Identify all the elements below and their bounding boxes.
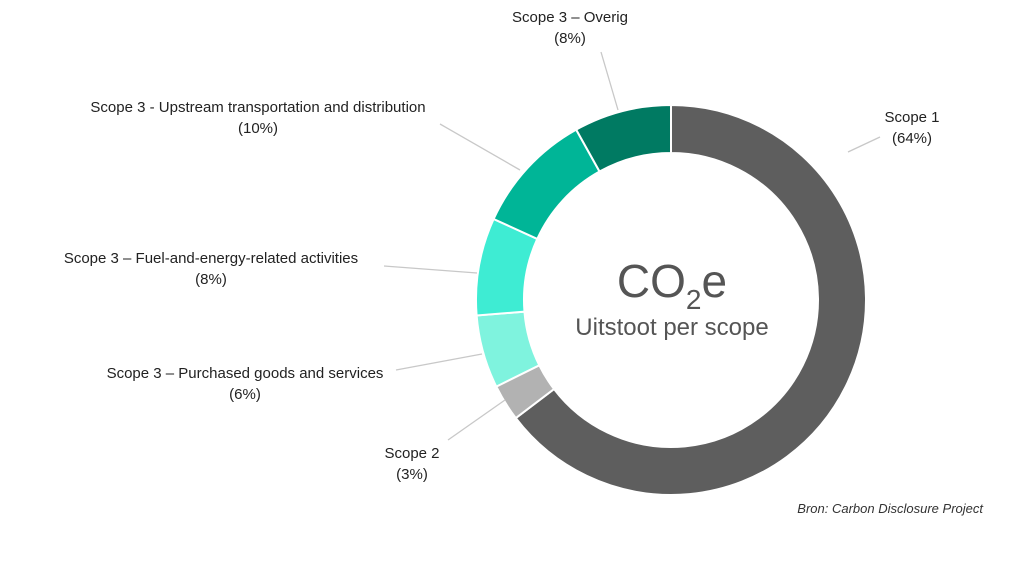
leader-line-scope-2	[447, 399, 506, 441]
slice-label-scope-2: Scope 2	[384, 445, 439, 462]
leader-line-scope-3-overig	[600, 51, 619, 111]
leader-line-scope-1	[847, 136, 881, 153]
slice-percent-scope-3-upstream-transportation-and-distribution: (10%)	[238, 120, 278, 137]
source-note: Bron: Carbon Disclosure Project	[797, 501, 984, 516]
center-title-subscript: 2	[686, 284, 702, 315]
leader-line-scope-3-upstream-transportation-and-distribution	[439, 123, 521, 171]
leader-line-scope-3-purchased-goods-and-services	[395, 353, 483, 371]
slice-label-scope-3-purchased-goods-and-services: Scope 3 – Purchased goods and services	[107, 365, 384, 382]
leader-lines	[383, 51, 881, 441]
slice-label-scope-1: Scope 1	[884, 109, 939, 126]
slice-scope-3-upstream-transportation-and-distribution	[492, 128, 601, 241]
slice-percent-scope-3-overig: (8%)	[554, 30, 586, 47]
slice-percent-scope-2: (3%)	[396, 466, 428, 483]
slice-label-scope-3-overig: Scope 3 – Overig	[512, 9, 628, 26]
slice-label-scope-3-fuel-and-energy-related-activities: Scope 3 – Fuel-and-energy-related activi…	[64, 250, 358, 267]
center-subtitle: Uitstoot per scope	[575, 314, 768, 341]
slice-percent-scope-3-purchased-goods-and-services: (6%)	[229, 386, 261, 403]
leader-line-scope-3-fuel-and-energy-related-activities	[383, 265, 478, 274]
slice-percent-scope-3-fuel-and-energy-related-activities: (8%)	[195, 271, 227, 288]
slice-label-scope-3-upstream-transportation-and-distribution: Scope 3 - Upstream transportation and di…	[90, 99, 425, 116]
donut-slices	[475, 103, 867, 496]
center-title: CO2e	[617, 255, 727, 315]
slice-labels: Scope 1 (64%) Scope 2 (3%) Scope 3 – Purchas…	[64, 9, 940, 483]
slice-scope-1	[514, 103, 867, 496]
slice-scope-3-overig	[574, 103, 672, 173]
slice-percent-scope-1: (64%)	[892, 130, 932, 147]
